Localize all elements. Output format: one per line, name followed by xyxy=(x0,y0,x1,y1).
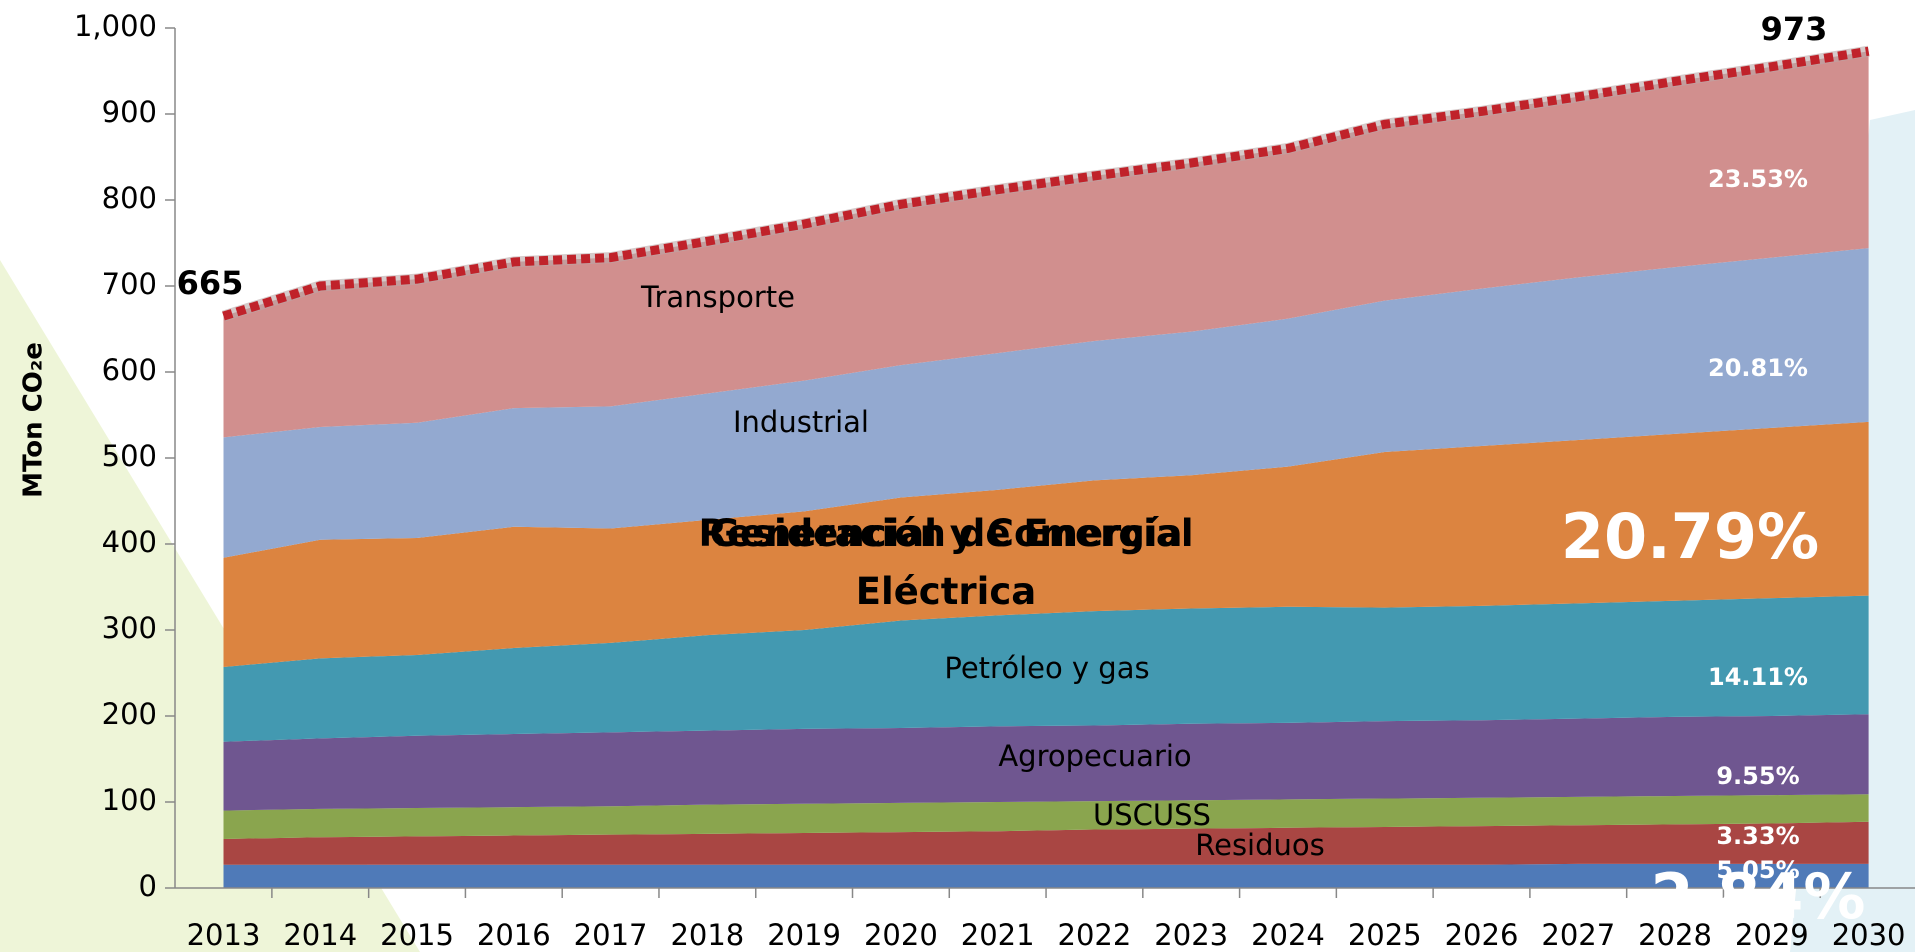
share-label: 5.05% xyxy=(1716,856,1799,884)
x-tick-label: 2021 xyxy=(961,918,1035,952)
x-tick-label: 2016 xyxy=(477,918,551,952)
y-tick-label: 200 xyxy=(102,697,157,731)
total-label: 665 xyxy=(177,264,244,302)
series-label: Transporte xyxy=(640,280,795,314)
x-tick-label: 2025 xyxy=(1348,918,1422,952)
area xyxy=(223,863,1869,888)
y-tick-label: 900 xyxy=(102,95,157,129)
area xyxy=(223,794,1869,839)
x-tick-label: 2027 xyxy=(1541,918,1615,952)
y-tick-label: 800 xyxy=(102,181,157,215)
area xyxy=(223,421,1869,667)
x-tick-label: 2020 xyxy=(864,918,938,952)
total-label: 973 xyxy=(1761,10,1828,48)
series-label-box: Residencial y Comercial xyxy=(698,512,1194,555)
series-label: Residuos xyxy=(1195,828,1325,862)
x-tick-label: 2017 xyxy=(574,918,648,952)
area xyxy=(223,248,1869,558)
share-label: 14.11% xyxy=(1708,663,1808,691)
x-tick-label: 2026 xyxy=(1445,918,1519,952)
series-label: USCUSS xyxy=(1093,798,1211,832)
total-line xyxy=(222,46,1870,321)
y-tick-label: 500 xyxy=(102,439,157,473)
y-tick-label: 0 xyxy=(139,869,157,903)
series-label: Generación de Energía Eléctrica xyxy=(709,512,1183,613)
x-tick-label: 2015 xyxy=(380,918,454,952)
x-tick-label: 2029 xyxy=(1735,918,1809,952)
series-label: Agropecuario xyxy=(998,739,1191,773)
series-label: Petróleo y gas xyxy=(944,651,1149,685)
y-tick-label: 400 xyxy=(102,525,157,559)
y-tick-label: 1,000 xyxy=(74,9,157,43)
share-label: 23.53% xyxy=(1708,165,1808,193)
share-label: 2.84% xyxy=(1650,860,1865,933)
share-label: 9.55% xyxy=(1716,762,1799,790)
x-tick-label: 2030 xyxy=(1832,918,1906,952)
series-label: Industrial xyxy=(733,405,869,439)
area xyxy=(223,51,1869,438)
y-tick-label: 100 xyxy=(102,783,157,817)
y-tick-label: 700 xyxy=(102,267,157,301)
x-tick-label: 2014 xyxy=(283,918,357,952)
share-label: 3.33% xyxy=(1716,822,1799,850)
x-tick-label: 2028 xyxy=(1638,918,1712,952)
x-tick-label: 2018 xyxy=(670,918,744,952)
series-label: Residencial y Comercial xyxy=(698,512,1194,555)
area xyxy=(223,595,1869,742)
x-tick-label: 2023 xyxy=(1154,918,1228,952)
share-label: 20.81% xyxy=(1708,354,1808,382)
x-tick-label: 2022 xyxy=(1058,918,1132,952)
area xyxy=(223,714,1869,811)
y-axis-label: MTon CO₂e xyxy=(19,342,49,498)
area xyxy=(223,821,1869,865)
y-tick-label: 600 xyxy=(102,353,157,387)
x-tick-label: 2019 xyxy=(767,918,841,952)
x-tick-label: 2013 xyxy=(187,918,261,952)
share-label: 20.79% xyxy=(1561,500,1819,573)
series-label-box: Generación de Energía Eléctrica xyxy=(709,512,1183,613)
y-tick-label: 300 xyxy=(102,611,157,645)
x-tick-label: 2024 xyxy=(1251,918,1325,952)
